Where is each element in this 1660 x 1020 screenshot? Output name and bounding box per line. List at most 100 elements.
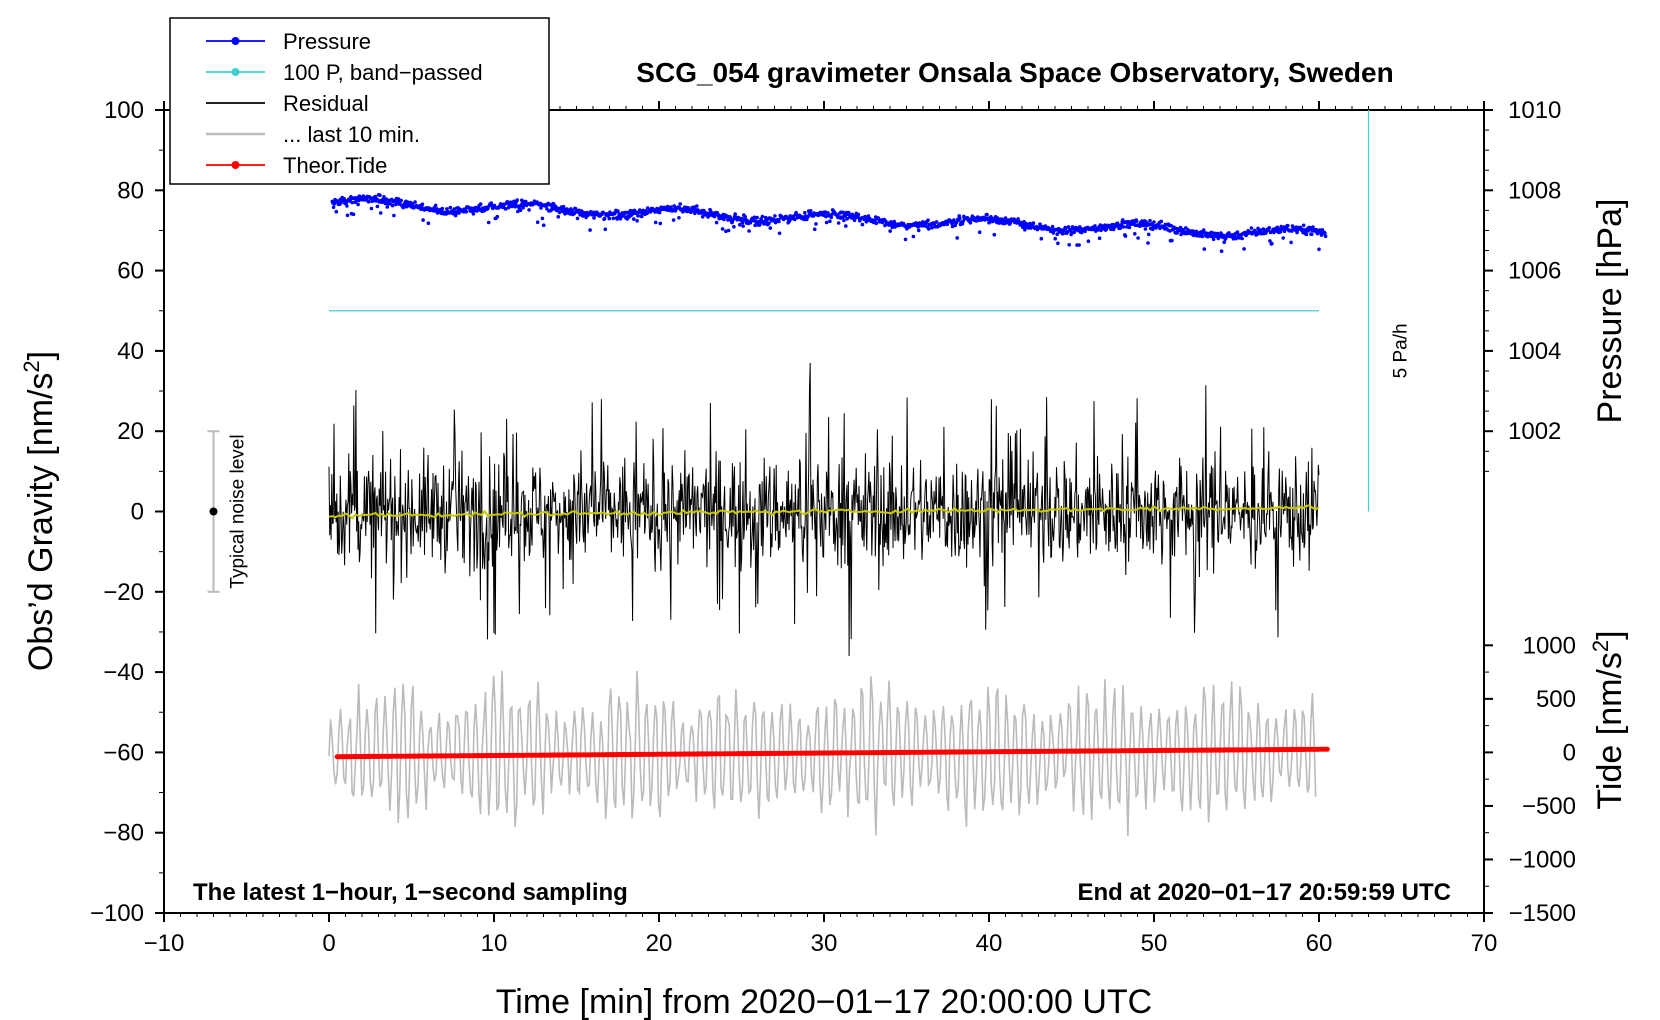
pressure-point	[1121, 218, 1125, 222]
pressure-point	[383, 201, 388, 206]
x-tick-label: −10	[144, 930, 185, 957]
pressure-point	[350, 200, 355, 205]
pressure-point	[992, 232, 997, 237]
residual-trend-line	[328, 504, 1320, 520]
y-tick-label: 60	[117, 258, 144, 285]
pressure-point	[504, 207, 508, 211]
pressure-point	[762, 222, 767, 226]
pressure-point	[926, 218, 930, 222]
pressure-point	[1039, 236, 1044, 241]
pressure-series	[330, 193, 1328, 253]
pressure-point	[768, 226, 773, 230]
y-tick-label: 100	[104, 97, 144, 124]
pressure-point	[1121, 225, 1126, 229]
pressure-point	[753, 223, 757, 228]
pressure-point	[1249, 226, 1254, 230]
pressure-point	[1290, 229, 1294, 233]
pressure-point	[1270, 241, 1274, 246]
pressure-point	[842, 218, 846, 223]
pressure-point	[828, 219, 832, 223]
pressure-point	[760, 214, 765, 219]
pressure-point	[433, 203, 438, 208]
pressure-point	[743, 214, 747, 219]
tide-tick-label: 0	[1563, 739, 1576, 766]
pressure-point	[1179, 232, 1183, 237]
pressure-point	[390, 203, 395, 208]
pressure-point	[1323, 234, 1328, 239]
tide-point	[1324, 746, 1330, 752]
pressure-point	[515, 198, 519, 202]
pressure-point	[1103, 223, 1107, 227]
pressure-point	[492, 203, 497, 208]
legend-marker	[231, 37, 240, 45]
pressure-point	[575, 216, 580, 221]
pressure-point	[955, 236, 959, 240]
pressure-point	[844, 224, 848, 228]
pressure-point	[527, 208, 531, 212]
pressure-point	[378, 193, 382, 197]
x-tick-label: 70	[1471, 930, 1498, 957]
noise-bar-dot	[209, 507, 218, 516]
noise-bar-label: Typical noise level	[228, 434, 249, 588]
legend: Pressure 100 P, band−passed Residual ... la…	[169, 17, 550, 185]
pressure-point	[714, 220, 719, 225]
pressure-point	[1050, 224, 1055, 229]
pressure-point	[830, 212, 834, 217]
y-tick-label: −100	[90, 900, 144, 927]
pressure-point	[741, 224, 745, 228]
pressure-point	[486, 220, 491, 225]
pressure-point	[755, 215, 759, 220]
x-tick-label: 40	[976, 930, 1003, 957]
pressure-point	[385, 205, 390, 209]
pressure-point	[977, 230, 982, 234]
pressure-point	[1146, 241, 1150, 245]
pressure-point	[399, 198, 404, 203]
pressure-point	[836, 221, 841, 225]
pressure-point	[1222, 240, 1226, 244]
pressure-point	[1067, 243, 1071, 247]
tide-tick-label: 500	[1536, 686, 1576, 713]
pressure-point	[1227, 231, 1231, 235]
pressure-point	[440, 206, 445, 211]
pressure-point	[514, 202, 518, 207]
pressure-point	[722, 217, 726, 222]
pressure-point	[1150, 227, 1155, 231]
pressure-point	[726, 228, 731, 233]
pressure-point	[421, 218, 425, 222]
pressure-point	[732, 225, 736, 229]
x-tick-label: 20	[646, 930, 673, 957]
pressure-tick-label: 1002	[1508, 418, 1561, 445]
pressure-point	[695, 204, 699, 208]
pressure-point	[657, 210, 662, 215]
pressure-point	[824, 220, 829, 225]
pressure-point	[366, 199, 371, 204]
pressure-point	[1055, 232, 1059, 236]
pressure-point	[677, 216, 681, 220]
pressure-point	[334, 209, 339, 214]
pressure-point	[1133, 232, 1137, 236]
pressure-point	[435, 207, 439, 211]
pressure-point	[671, 218, 676, 222]
pressure-point	[1143, 227, 1148, 231]
pressure-point	[1159, 219, 1164, 224]
x-tick-label: 0	[322, 930, 335, 957]
pressure-point	[752, 215, 757, 220]
pressure-point	[495, 214, 500, 219]
legend-label: ... last 10 min.	[283, 122, 420, 147]
pressure-point	[1219, 249, 1224, 253]
pressure-point	[516, 209, 520, 214]
pressure-point	[724, 229, 728, 233]
pressure-point	[392, 213, 396, 218]
legend-label: Pressure	[283, 29, 371, 54]
pressure-point	[1136, 236, 1140, 240]
pressure-point	[351, 212, 356, 217]
pressure-point	[448, 205, 453, 210]
pressure-point	[1268, 239, 1272, 243]
pressure-tick-label: 1008	[1508, 177, 1561, 204]
pressure-point	[852, 218, 857, 223]
pressure-point	[413, 200, 417, 204]
residual-series	[328, 362, 1320, 657]
chart-title: SCG_054 gravimeter Onsala Space Observat…	[636, 57, 1393, 88]
pressure-point	[1323, 231, 1327, 236]
pressure-point	[1311, 225, 1315, 229]
